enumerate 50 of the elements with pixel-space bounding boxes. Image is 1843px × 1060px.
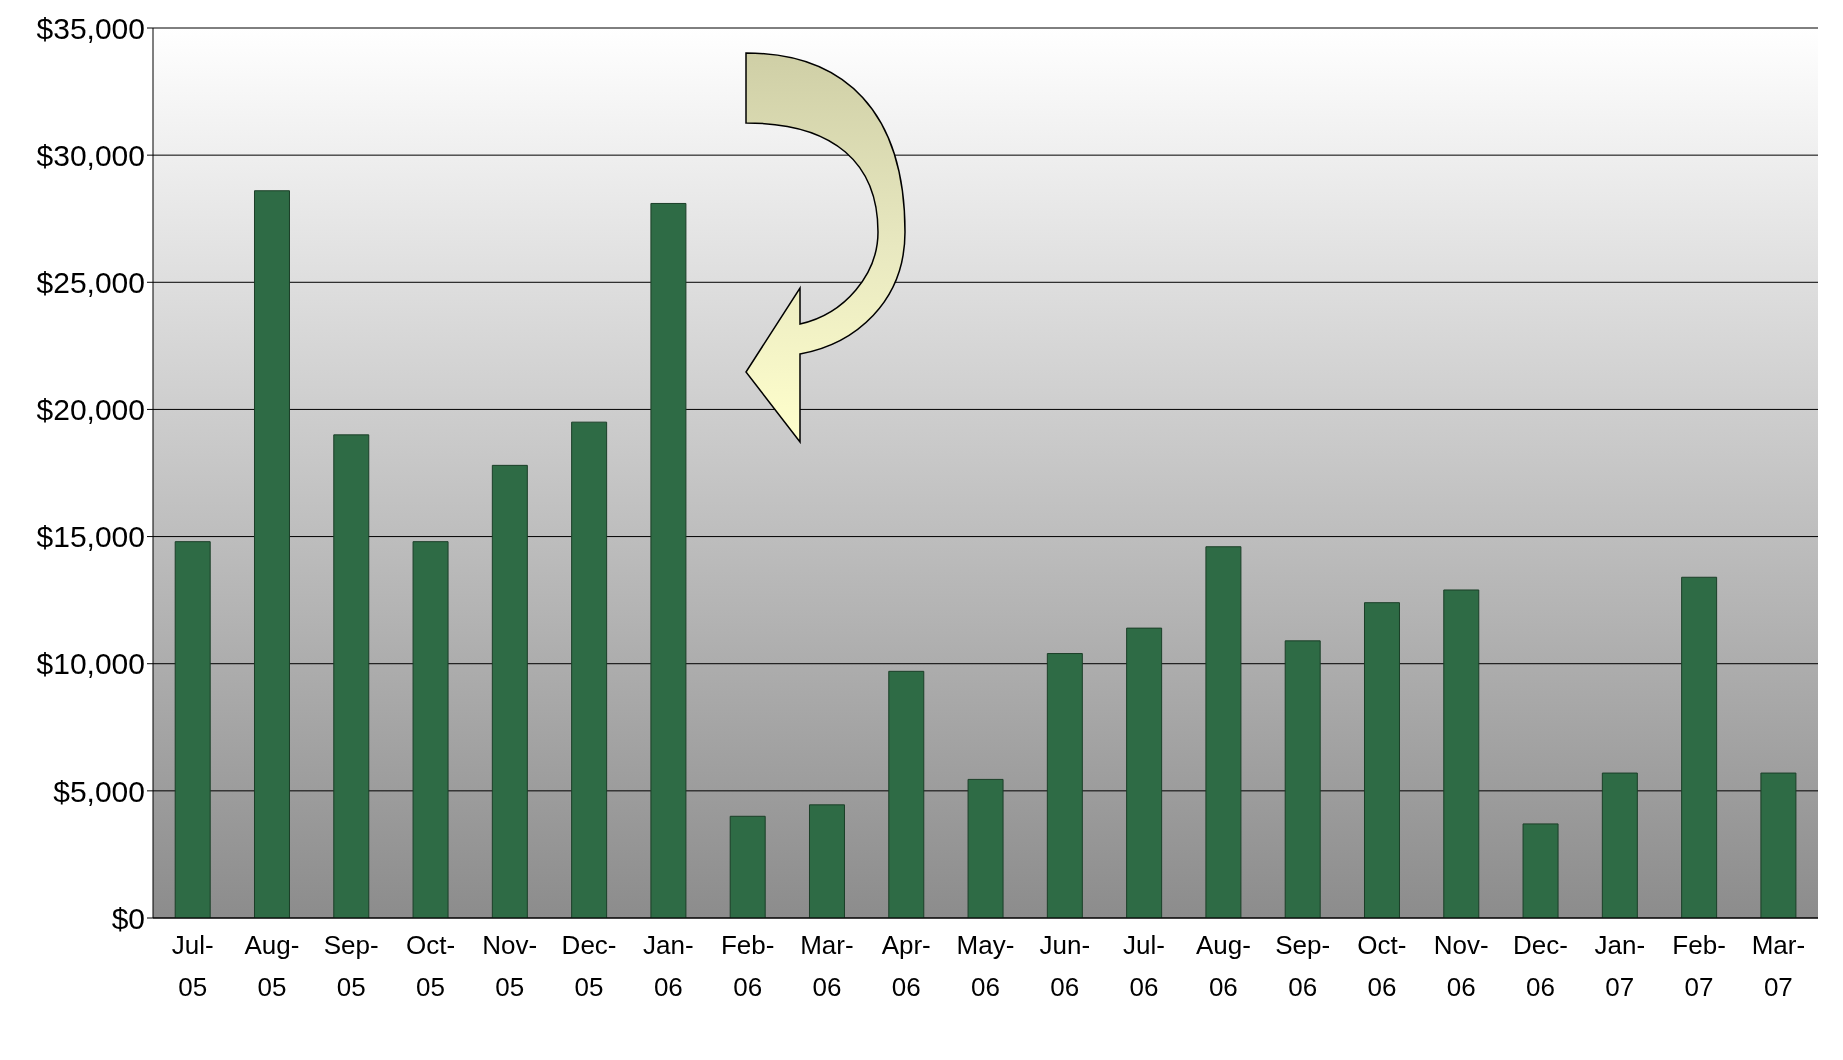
x-tick-label: Nov-05 (482, 930, 538, 1002)
x-tick-label: Jun-06 (1039, 930, 1091, 1002)
x-tick-label: Jul-06 (1123, 930, 1166, 1002)
bar (1443, 589, 1480, 918)
bar (1681, 576, 1718, 918)
bar (253, 190, 290, 918)
bar (1760, 772, 1797, 918)
x-tick-label: Jan-06 (643, 930, 694, 1002)
y-tick-label: $20,000 (36, 393, 145, 427)
x-tick-label: Nov-06 (1433, 930, 1489, 1002)
bar (571, 421, 608, 918)
x-tick-label: Feb-07 (1672, 930, 1726, 1002)
x-tick-label: Sep-05 (323, 930, 379, 1002)
x-tick-label: Oct-06 (1357, 930, 1407, 1002)
x-tick-label: Aug-06 (1195, 930, 1251, 1002)
bar (491, 464, 528, 918)
x-tick-label: Mar-06 (800, 930, 854, 1002)
x-tick-label: Mar-07 (1751, 930, 1806, 1002)
bar (1126, 627, 1163, 918)
bar (1601, 772, 1638, 918)
bar (1205, 546, 1242, 918)
bar (1046, 653, 1083, 918)
x-tick-label: Dec-06 (1513, 930, 1568, 1002)
x-tick-label: Aug-05 (244, 930, 300, 1002)
bar (412, 541, 449, 918)
x-tick-label: Sep-06 (1275, 930, 1331, 1002)
bar (333, 434, 370, 918)
x-tick-label: Oct-05 (405, 930, 456, 1002)
y-tick-label: $0 (111, 901, 145, 935)
bar (808, 804, 845, 918)
bar (729, 815, 766, 918)
y-tick-label: $5,000 (53, 774, 145, 808)
bar (888, 670, 925, 918)
x-tick-label: May-06 (956, 930, 1015, 1002)
x-tick-label: Feb-06 (720, 930, 775, 1002)
x-tick-label: Dec-05 (561, 930, 617, 1002)
y-tick-label: $30,000 (36, 138, 145, 172)
bar (967, 778, 1004, 918)
bar (1284, 640, 1321, 918)
y-tick-label: $25,000 (36, 265, 145, 299)
x-tick-label: Jan-07 (1594, 930, 1646, 1002)
y-tick-label: $10,000 (36, 647, 145, 681)
bar (650, 202, 687, 918)
x-tick-label: Jul-05 (171, 930, 214, 1002)
bar (174, 541, 211, 918)
y-tick-label: $35,000 (36, 11, 145, 45)
y-tick-label: $15,000 (36, 520, 145, 554)
bar (1363, 602, 1400, 918)
x-tick-label: Apr-06 (881, 930, 931, 1002)
bar (1522, 823, 1559, 918)
